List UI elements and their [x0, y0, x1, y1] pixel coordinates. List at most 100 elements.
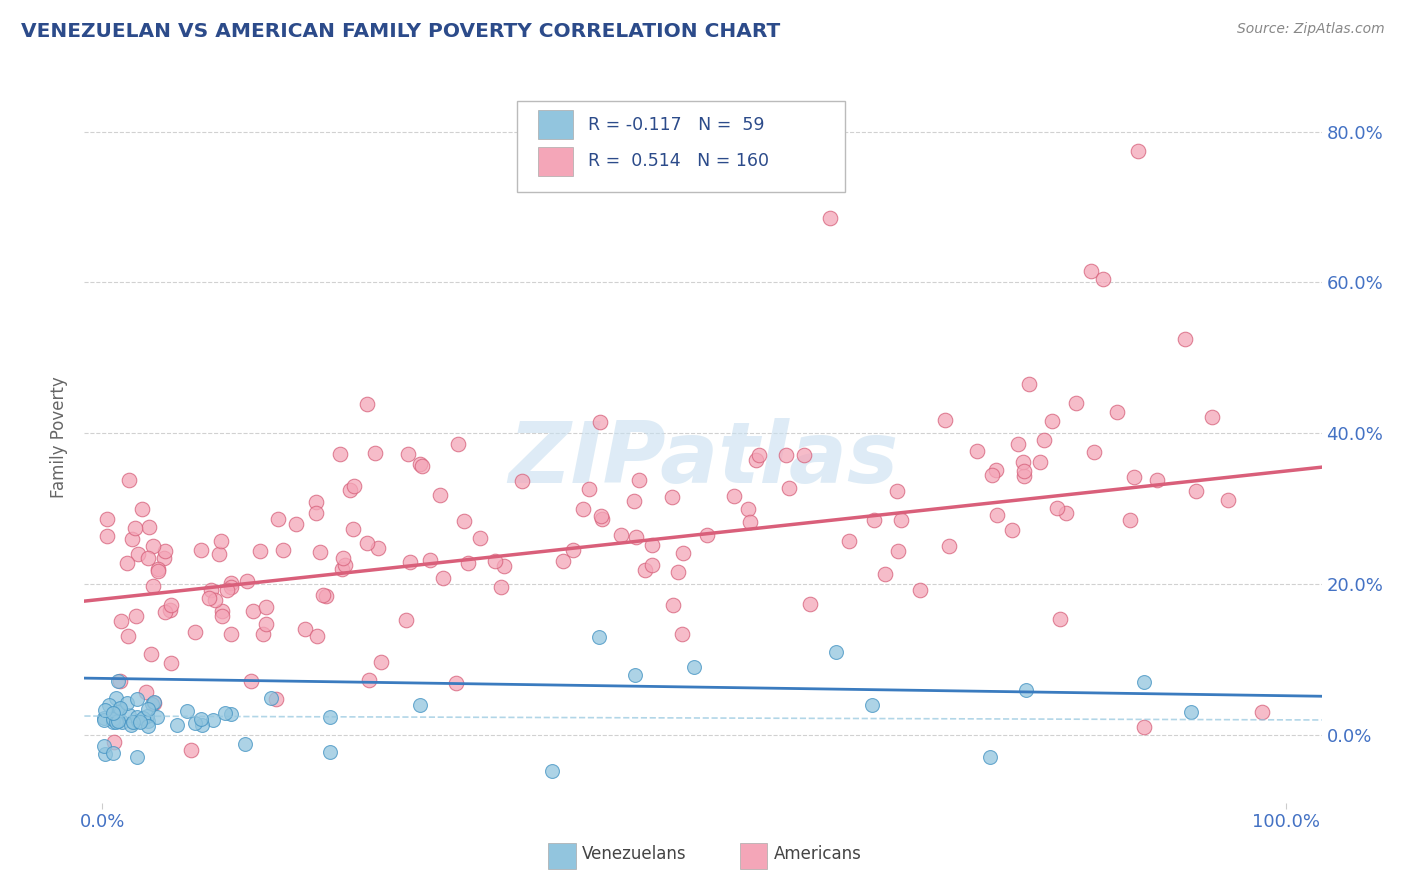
Point — [778, 482, 800, 496]
Point — [339, 483, 361, 497]
Point — [1091, 271, 1114, 285]
Point — [242, 603, 264, 617]
Point — [96, 511, 118, 525]
Point — [1080, 264, 1102, 278]
Point — [335, 558, 357, 573]
Point — [101, 706, 124, 721]
Point — [934, 413, 956, 427]
Point — [343, 479, 366, 493]
Point — [330, 562, 353, 576]
Point — [938, 539, 960, 553]
Point — [671, 627, 693, 641]
Point — [793, 448, 815, 462]
Point — [180, 743, 202, 757]
Point — [101, 714, 124, 729]
Y-axis label: Family Poverty: Family Poverty — [51, 376, 69, 498]
Point — [142, 694, 165, 708]
Text: VENEZUELAN VS AMERICAN FAMILY POVERTY CORRELATION CHART: VENEZUELAN VS AMERICAN FAMILY POVERTY CO… — [21, 22, 780, 41]
Point — [160, 599, 183, 613]
Point — [309, 545, 332, 559]
Point — [136, 714, 159, 728]
Point — [127, 547, 149, 561]
Point — [489, 580, 512, 594]
Point — [661, 491, 683, 505]
Point — [190, 712, 212, 726]
Point — [127, 714, 149, 728]
Point — [121, 532, 143, 546]
Point — [357, 673, 380, 687]
Point — [319, 745, 342, 759]
Point — [1105, 405, 1128, 419]
Point — [966, 443, 988, 458]
Text: R = -0.117   N =  59: R = -0.117 N = 59 — [588, 116, 765, 134]
Point — [1012, 468, 1035, 483]
Point — [305, 506, 328, 520]
Point — [233, 737, 256, 751]
Point — [219, 576, 242, 591]
Point — [1054, 506, 1077, 520]
Point — [201, 713, 224, 727]
Point — [1133, 720, 1156, 734]
Point — [696, 528, 718, 542]
Point — [367, 541, 389, 555]
Point — [108, 701, 131, 715]
Point — [107, 673, 129, 688]
Point — [103, 735, 125, 749]
Point — [110, 615, 132, 629]
Point — [153, 543, 176, 558]
Point — [484, 554, 506, 568]
Point — [541, 764, 564, 779]
Point — [219, 580, 242, 594]
Point — [108, 673, 131, 688]
Point — [447, 437, 470, 451]
Point — [127, 691, 149, 706]
Point — [1126, 144, 1149, 158]
Point — [624, 667, 647, 681]
Point — [908, 582, 931, 597]
Point — [1133, 675, 1156, 690]
Point — [142, 539, 165, 553]
Point — [641, 538, 664, 552]
Point — [136, 719, 159, 733]
Point — [453, 514, 475, 528]
Point — [886, 484, 908, 499]
Point — [986, 508, 1008, 522]
Point — [1180, 706, 1202, 720]
Point — [105, 691, 128, 706]
Point — [1029, 455, 1052, 469]
Point — [211, 608, 233, 623]
Point — [315, 589, 337, 603]
Point — [184, 715, 207, 730]
Point — [305, 629, 328, 643]
Point — [860, 698, 883, 712]
FancyBboxPatch shape — [538, 146, 574, 176]
Point — [160, 657, 183, 671]
Point — [887, 544, 910, 558]
Point — [107, 714, 129, 728]
Point — [142, 579, 165, 593]
Point — [124, 521, 146, 535]
Point — [820, 211, 842, 226]
Point — [97, 698, 120, 713]
Point — [419, 553, 441, 567]
Point — [979, 750, 1001, 764]
Point — [104, 715, 127, 730]
Point — [666, 566, 689, 580]
Point — [1040, 414, 1063, 428]
Point — [1049, 612, 1071, 626]
Point — [152, 551, 174, 566]
Point — [356, 396, 378, 410]
Point — [1146, 473, 1168, 487]
Point — [875, 566, 897, 581]
Point — [252, 626, 274, 640]
Point — [107, 706, 129, 720]
Point — [141, 697, 163, 711]
Point — [93, 711, 115, 725]
Point — [641, 558, 664, 572]
Point — [254, 617, 277, 632]
Point — [610, 528, 633, 542]
Point — [264, 692, 287, 706]
Point — [981, 467, 1004, 482]
Point — [135, 685, 157, 699]
Point — [1001, 523, 1024, 537]
